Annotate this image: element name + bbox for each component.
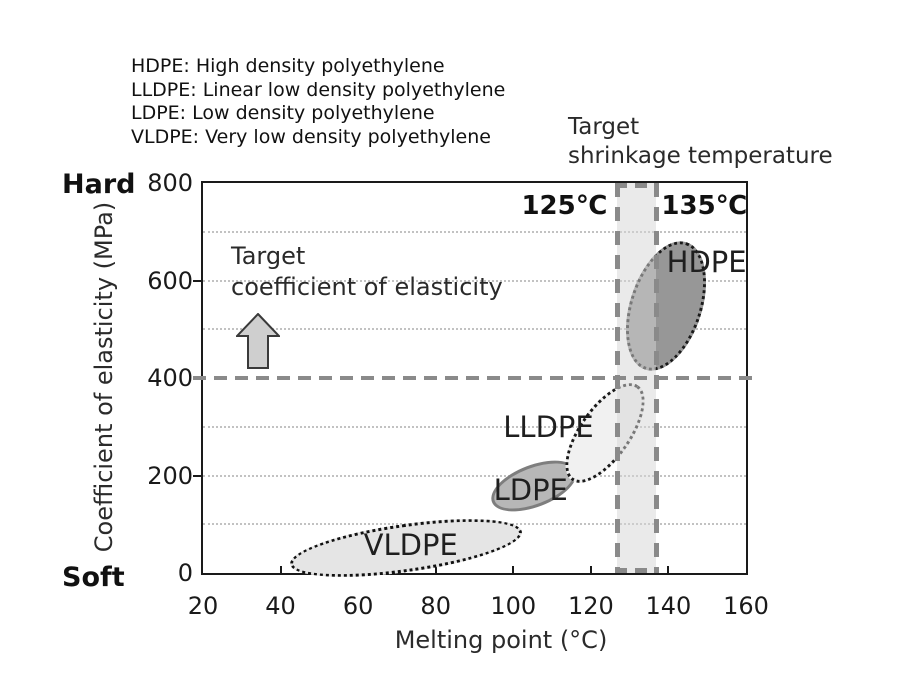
y-tick-label-200: 200: [147, 461, 193, 490]
gridline-500: [203, 328, 746, 331]
legend-line: VLDPE: Very low density polyethylene: [131, 125, 491, 148]
x-tick-140: [667, 566, 670, 573]
y-tick-600: [193, 279, 202, 282]
temp-135-label: 135℃: [661, 191, 748, 221]
x-tick-label-100: 100: [490, 592, 537, 620]
x-tick-label-160: 160: [723, 592, 769, 620]
shrinkage-band-right-edge: [653, 183, 659, 573]
up-arrow-icon: [236, 313, 280, 369]
target-shrinkage-title-line1: Target: [568, 114, 640, 140]
target-shrinkage-title: Target shrinkage temperature: [568, 113, 833, 170]
region-label-vldpe: VLDPE: [363, 527, 458, 562]
shrinkage-band-top-edge: [614, 183, 659, 188]
region-label-ldpe: LDPE: [493, 473, 568, 508]
hard-label: Hard: [62, 169, 136, 200]
x-tick-label-40: 40: [265, 592, 296, 620]
x-tick-40: [279, 566, 282, 573]
temp-125-label: 125℃: [521, 191, 608, 221]
x-tick-80: [434, 566, 437, 573]
target-elasticity-note: Target coefficient of elasticity: [231, 241, 503, 303]
y-tick-label-400: 400: [147, 364, 193, 392]
y-tick-200: [193, 474, 202, 477]
x-tick-label-140: 140: [645, 592, 692, 620]
x-axis-title: Melting point (°C): [394, 626, 608, 654]
region-label-hdpe: HDPE: [666, 244, 747, 279]
x-tick-label-120: 120: [567, 592, 614, 620]
y-tick-label-600: 600: [147, 266, 193, 295]
x-tick-label-60: 60: [342, 592, 374, 620]
region-label-lldpe: LLDPE: [503, 410, 594, 445]
x-tick-label-80: 80: [420, 592, 451, 620]
x-tick-120: [589, 566, 592, 573]
gridline-200: [203, 474, 746, 477]
x-tick-label-20: 20: [187, 592, 219, 620]
gridline-300: [203, 425, 746, 428]
target-elasticity-note-line1: Target: [231, 242, 306, 270]
soft-label: Soft: [62, 562, 125, 593]
shrinkage-band-bottom-edge: [614, 568, 659, 573]
target-elasticity-line: [193, 376, 755, 380]
shrinkage-band-left-edge: [614, 183, 620, 573]
target-shrinkage-title-line2: shrinkage temperature: [568, 142, 833, 169]
gridline-700: [203, 230, 746, 233]
x-tick-100: [512, 566, 515, 573]
gridline-600: [203, 279, 746, 282]
legend-line: HDPE: High density polyethylene: [131, 55, 445, 77]
y-tick-label-0: 0: [177, 559, 193, 587]
y-tick-label-800: 800: [147, 169, 193, 197]
legend-line: LDPE: Low density polyethylene: [131, 102, 435, 124]
y-axis-title: Coefficient of elasticity (MPa): [90, 201, 118, 553]
legend-line: LLDPE: Linear low density polyethylene: [131, 78, 506, 101]
plot-area: 125℃ 135℃ Target coefficient of elastici…: [193, 181, 755, 588]
target-elasticity-note-line2: coefficient of elasticity: [231, 273, 503, 301]
legend-definitions: HDPE: High density polyethylene LLDPE: Li…: [131, 55, 505, 149]
